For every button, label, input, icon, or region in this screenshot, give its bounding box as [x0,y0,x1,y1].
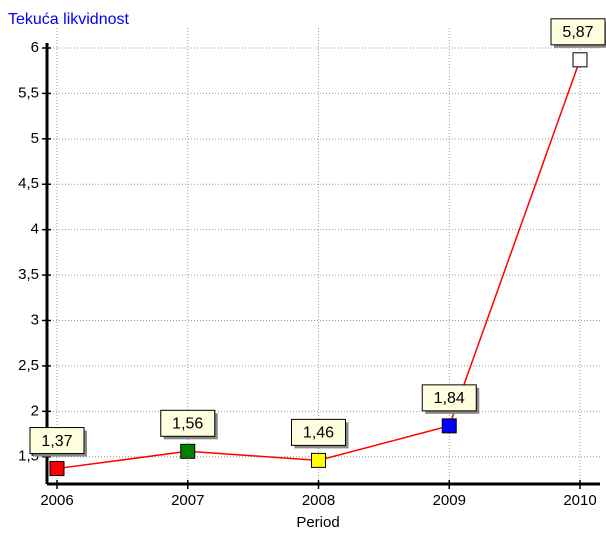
label-box [291,418,346,446]
x-tick-label: 2008 [302,492,335,509]
x-axis-label: Period [296,514,339,531]
x-tick-label: 2010 [563,492,596,509]
y-tick-label: 3 [31,311,39,328]
marker [180,443,196,459]
marker [572,52,588,68]
y-tick-label: 3,5 [18,266,39,283]
data-label: 1,84 [434,390,465,407]
data-label: 1,56 [172,416,203,433]
chart-title: Tekuća likvidnost [8,11,130,28]
y-tick-label: 4,5 [18,175,39,192]
data-label: 1,46 [303,425,334,442]
x-tick-label: 2009 [433,492,466,509]
label-box [550,18,606,46]
y-tick-label: 4 [31,221,39,238]
x-tick-label: 2007 [171,492,204,509]
x-tick-label: 2006 [40,492,73,509]
y-tick-label: 5,5 [18,84,39,101]
label-box [421,384,477,412]
data-label: 5,87 [562,24,593,41]
y-tick-label: 2,5 [18,357,39,374]
marker [311,452,326,468]
data-label: 1,37 [41,433,72,450]
label-box [29,427,85,455]
label-box [160,409,216,437]
marker [49,461,65,477]
y-tick-label: 5 [31,130,39,147]
y-tick-label: 2 [31,402,39,419]
marker [441,418,457,434]
y-tick-label: 6 [31,39,39,56]
